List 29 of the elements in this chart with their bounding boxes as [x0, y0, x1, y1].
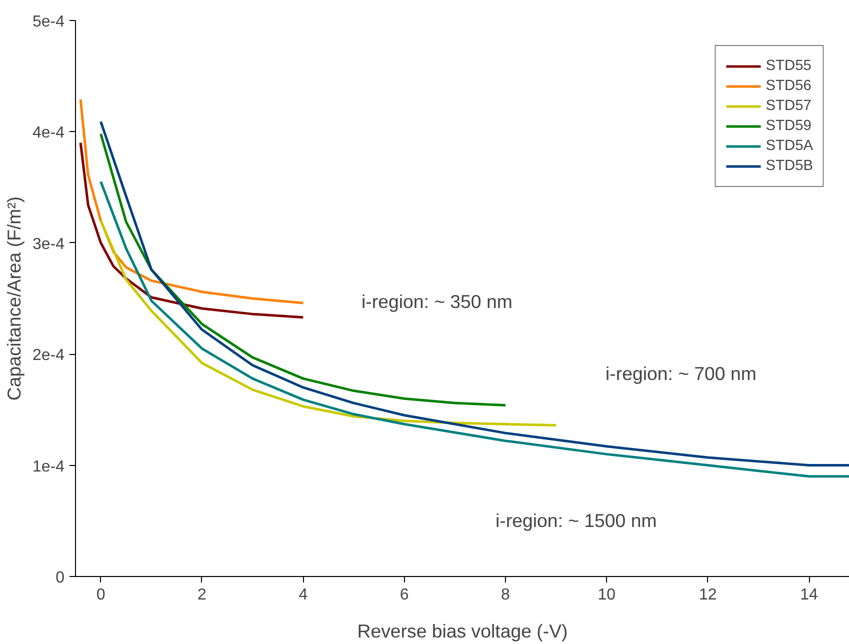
annotation: i-region: ~ 350 nm — [362, 291, 512, 312]
legend-label: STD5B — [766, 158, 813, 174]
legend-label: STD59 — [766, 118, 812, 134]
x-tick-label: 6 — [400, 586, 409, 604]
x-tick-label: 10 — [598, 586, 616, 604]
y-tick-label: 1e-4 — [32, 458, 65, 476]
y-tick-label: 2e-4 — [32, 347, 65, 364]
y-axis-title: Capacitance/Area (F/m²) — [3, 196, 24, 401]
legend-label: STD56 — [766, 78, 812, 94]
x-tick-label: 0 — [96, 586, 106, 604]
annotation: i-region: ~ 1500 nm — [496, 510, 657, 531]
x-axis-title: Reverse bias voltage (-V) — [357, 620, 568, 642]
line-series — [100, 120, 849, 467]
annotation: i-region: ~ 700 nm — [606, 363, 756, 384]
legend-label: STD57 — [766, 98, 812, 114]
x-tick-label: 8 — [501, 586, 510, 604]
y-tick-label: 4e-4 — [32, 124, 65, 142]
line-series — [79, 142, 304, 319]
y-tick-label: 0 — [56, 570, 65, 586]
x-tick-label: 14 — [800, 586, 818, 604]
x-tick-label: 4 — [298, 586, 308, 604]
x-tick-label: 12 — [698, 586, 717, 604]
y-tick-label: 3e-4 — [32, 236, 65, 253]
line-series — [100, 219, 558, 427]
legend-label: STD55 — [766, 58, 812, 74]
line-series — [100, 180, 849, 478]
legend-label: STD5A — [766, 138, 813, 154]
y-tick-label: 5e-4 — [32, 14, 65, 30]
x-tick-label: 2 — [198, 586, 207, 604]
